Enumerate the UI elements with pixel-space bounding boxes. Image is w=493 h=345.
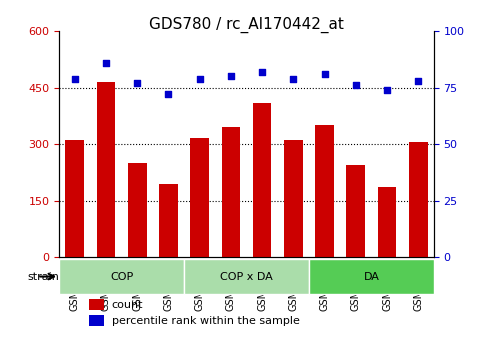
Text: DA: DA [363, 272, 379, 282]
Point [383, 87, 391, 92]
Point [102, 60, 110, 66]
Text: count: count [111, 300, 143, 310]
Bar [89, 299, 104, 310]
FancyBboxPatch shape [184, 259, 309, 294]
Text: COP: COP [110, 272, 133, 282]
Point [227, 73, 235, 79]
Bar [284, 140, 303, 257]
Bar [315, 125, 334, 257]
Text: strain: strain [27, 272, 59, 282]
Bar [409, 142, 427, 257]
Point [352, 82, 360, 88]
Bar [66, 140, 84, 257]
Point [196, 76, 204, 81]
Bar [190, 138, 209, 257]
Point [71, 76, 79, 81]
Text: percentile rank within the sample: percentile rank within the sample [111, 316, 299, 326]
Bar [89, 315, 104, 326]
Bar [253, 102, 272, 257]
Text: COP x DA: COP x DA [220, 272, 273, 282]
Point [320, 71, 328, 77]
Bar [159, 184, 178, 257]
Point [414, 78, 422, 83]
Bar [378, 187, 396, 257]
Bar [221, 127, 240, 257]
FancyBboxPatch shape [309, 259, 434, 294]
Text: GDS780 / rc_AI170442_at: GDS780 / rc_AI170442_at [149, 17, 344, 33]
Point [133, 80, 141, 86]
Bar [347, 165, 365, 257]
Bar [97, 82, 115, 257]
Bar [128, 163, 146, 257]
FancyBboxPatch shape [59, 259, 184, 294]
Point [289, 76, 297, 81]
Point [165, 91, 173, 97]
Point [258, 69, 266, 75]
